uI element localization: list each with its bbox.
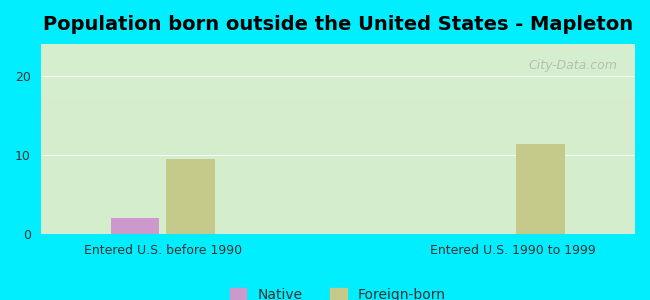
Legend: Native, Foreign-born: Native, Foreign-born [224, 283, 452, 300]
Text: City-Data.com: City-Data.com [528, 59, 617, 72]
Title: Population born outside the United States - Mapleton: Population born outside the United State… [43, 15, 633, 34]
Bar [40, 52, 635, 97]
Bar [40, 188, 635, 234]
Bar [40, 143, 635, 188]
Bar [40, 6, 635, 52]
Bar [166, 159, 215, 234]
Bar [111, 218, 159, 234]
Bar [516, 145, 565, 234]
Bar [40, 0, 635, 6]
Bar [40, 97, 635, 143]
